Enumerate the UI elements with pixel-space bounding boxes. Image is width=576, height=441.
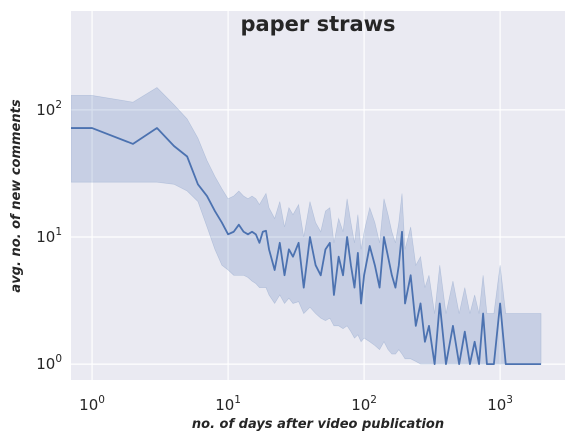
y-tick-exponent: 1 (55, 226, 62, 238)
x-tick-exponent: 1 (234, 394, 241, 406)
y-axis-label: avg. no. of new comments (9, 99, 24, 292)
x-tick-label: 100 (79, 394, 105, 414)
x-tick-exponent: 3 (506, 394, 513, 406)
x-tick-base: 10 (79, 396, 98, 414)
y-tick-exponent: 0 (55, 353, 62, 365)
x-tick-base: 10 (487, 396, 506, 414)
y-tick-base: 10 (36, 355, 55, 373)
y-tick-base: 10 (36, 228, 55, 246)
y-tick-label: 100 (36, 353, 62, 373)
x-tick-label: 103 (487, 394, 513, 414)
y-tick-base: 10 (36, 101, 55, 119)
chart-title: paper straws (240, 12, 395, 36)
x-tick-exponent: 2 (370, 394, 377, 406)
x-axis-label: no. of days after video publication (192, 417, 444, 432)
series-line (71, 127, 542, 366)
y-tick-label: 101 (36, 226, 62, 246)
x-axis-ticks: 100 101 102 103 (79, 394, 513, 414)
gridlines (71, 11, 565, 380)
x-tick-label: 101 (215, 394, 241, 414)
x-tick-exponent: 0 (98, 394, 105, 406)
plot-content (71, 87, 542, 366)
y-tick-exponent: 2 (55, 99, 62, 111)
x-tick-base: 10 (215, 396, 234, 414)
y-tick-label: 102 (36, 99, 62, 119)
x-tick-base: 10 (351, 396, 370, 414)
x-tick-label: 102 (351, 394, 377, 414)
